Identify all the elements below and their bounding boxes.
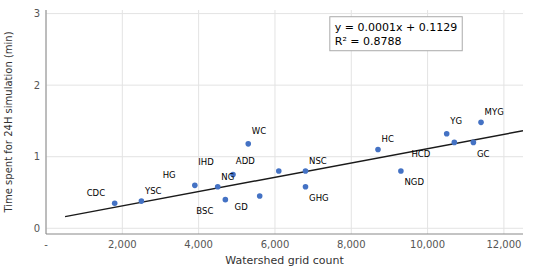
x-grid-line [198,10,199,234]
point-label: BSC [196,206,213,216]
point-label: IHD [198,157,214,167]
x-grid-line [274,10,275,234]
point [245,141,251,147]
y-grid-line [46,228,523,229]
x-grid-line [122,10,123,234]
point [452,140,458,146]
point [139,198,145,204]
point [375,147,381,153]
x-tick-label: - [44,239,48,250]
y-tick-label: 1 [34,151,40,162]
trend-line [65,131,523,217]
y-tick-label: 3 [34,8,40,19]
point [276,168,282,174]
point-label: HG [163,170,176,180]
equation-text: R² = 0.8788 [335,35,402,48]
point-label: MYG [485,107,504,117]
point [471,140,477,146]
x-tick-label: 12,000 [486,239,521,250]
y-grid-line [46,13,523,14]
point [303,168,309,174]
point-label: NG [221,172,234,182]
point-label: HC [382,134,394,144]
y-tick-label: 2 [34,80,40,91]
point-label: HCD [411,149,430,159]
equation-box: y = 0.0001x + 0.1129R² = 0.8788 [330,17,462,51]
point [112,200,118,206]
y-axis-line [46,10,47,234]
point-label: YSC [144,186,162,196]
x-axis-label: Watershed grid count [225,254,344,267]
marks [65,120,523,217]
x-grid-line [503,10,504,234]
point-label: ADD [236,156,255,166]
x-tick-label: 8,000 [337,239,366,250]
x-tick-label: 4,000 [184,239,213,250]
point-label: NSC [309,156,327,166]
point [303,184,309,190]
point-label: GD [235,202,249,212]
x-axis-line [46,234,523,235]
x-tick-label: 10,000 [410,239,445,250]
point [398,168,404,174]
y-axis-label: Time spent for 24H simulation (min) [3,31,14,213]
point-label: GHG [309,193,329,203]
point-label: GC [477,149,490,159]
point [223,197,229,203]
point-label: YG [449,116,462,126]
x-grid-line [46,10,47,234]
x-tick-label: 6,000 [261,239,290,250]
point-labels: CDC YSCHG NG BSC IHD WC GD ADD NSC GHG HC NGD YG HCD G… [87,107,504,216]
point [215,184,221,190]
grid [46,10,523,234]
point [192,183,198,189]
x-tick-label: 2,000 [108,239,137,250]
y-grid-line [46,156,523,157]
point [478,120,484,126]
point-label: NGD [404,177,424,187]
y-grid-line [46,85,523,86]
equation-text: y = 0.0001x + 0.1129 [335,21,457,34]
y-tick-label: 0 [34,223,40,234]
point-label: WC [252,126,266,136]
chart: - 2,000 4,000 6,000 8,000 10,000 12,000 0 1 2 3 Wat… [0,0,535,270]
point-label: CDC [87,188,105,198]
point [257,193,263,199]
equation-box-frame [330,17,462,51]
point [444,131,450,137]
